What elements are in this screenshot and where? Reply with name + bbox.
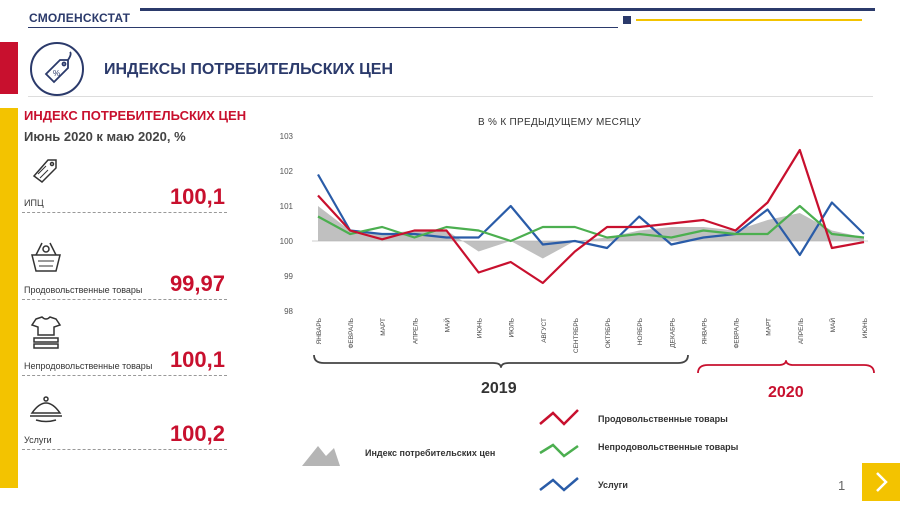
dashed-divider: [22, 212, 227, 213]
legend-label-nonfood: Непродовольственные товары: [598, 442, 739, 452]
x-tick-label: АВГУСТ: [541, 318, 548, 343]
indicator-value: 100,1: [169, 184, 225, 209]
brand-underline: [28, 27, 618, 28]
indicator-label: ИПЦ: [24, 198, 44, 208]
year-label-2020: 2020: [768, 384, 804, 401]
x-tick-label: ФЕВРАЛЬ: [734, 318, 741, 349]
x-tick-label: НОЯБРЬ: [637, 318, 644, 345]
x-tick-label: ИЮЛЬ: [509, 318, 516, 337]
x-tick-label: СЕНТЯБРЬ: [573, 318, 580, 353]
dashed-divider: [22, 299, 227, 300]
red-accent-bar: [0, 42, 18, 94]
x-tick-label: ИЮНЬ: [862, 318, 869, 338]
y-tick-label: 98: [284, 307, 293, 316]
clothes-stack-icon: [26, 313, 66, 353]
yellow-accent-bar: [0, 108, 18, 488]
y-tick-label: 103: [280, 132, 294, 141]
indicator-food: Продовольственные товары 99,97: [22, 237, 227, 300]
legend-label-cpi: Индекс потребительских цен: [365, 448, 496, 458]
series-line-food: [317, 148, 865, 285]
divider-square: [623, 16, 631, 24]
legend-label-food: Продовольственные товары: [598, 414, 728, 424]
indicator-value: 99,97: [169, 271, 225, 296]
x-tick-label: МАЙ: [828, 318, 837, 333]
chevron-right-icon: [876, 472, 888, 492]
y-tick-label: 102: [280, 167, 294, 176]
title-divider: [28, 96, 873, 97]
x-tick-label: ДЕКАБРЬ: [669, 318, 676, 348]
indicator-value: 100,1: [169, 347, 225, 372]
left-panel-title: ИНДЕКС ПОТРЕБИТЕЛЬСКИХ ЦЕН: [24, 108, 247, 123]
chart-title: В % К ПРЕДЫДУЩЕМУ МЕСЯЦУ: [478, 117, 642, 128]
next-slide-button[interactable]: [862, 463, 900, 501]
year-brace-2020: [697, 360, 875, 374]
legend-label-services: Услуги: [598, 480, 628, 490]
top-accent-line: [140, 8, 875, 11]
service-cloche-icon: [26, 387, 66, 427]
indicator-cpi: ИПЦ 100,1: [22, 150, 227, 213]
series-line-nonfood: [317, 204, 865, 243]
price-tag-icon: [26, 150, 66, 190]
grocery-basket-icon: [26, 237, 66, 277]
indicator-label: Услуги: [24, 435, 52, 445]
x-tick-label: ФЕВРАЛЬ: [348, 318, 355, 349]
x-tick-label: ОКТЯБРЬ: [605, 318, 612, 348]
legend-swatch-services: [539, 477, 579, 492]
year-brace-2019: [313, 354, 689, 368]
x-tick-label: ЯНВАРЬ: [316, 318, 323, 344]
x-tick-label: ЯНВАРЬ: [701, 318, 708, 344]
x-tick-label: МАРТ: [766, 318, 773, 336]
year-label-2019: 2019: [481, 380, 517, 397]
dashed-divider: [22, 375, 227, 376]
y-tick-label: 101: [280, 202, 294, 211]
y-tick-label: 99: [284, 272, 293, 281]
yellow-divider-line: [636, 19, 862, 21]
legend-swatch-cpi: [302, 446, 340, 466]
x-tick-label: ИЮНЬ: [477, 318, 484, 338]
x-tick-label: АПРЕЛЬ: [412, 318, 419, 344]
legend-swatch-food: [539, 409, 579, 426]
x-tick-label: МАРТ: [380, 318, 387, 336]
page-number: 1: [838, 478, 846, 493]
brand-name: СМОЛЕНСКСТАТ: [29, 11, 131, 25]
indicator-label: Непродовольственные товары: [24, 361, 153, 371]
legend-swatch-nonfood: [539, 443, 579, 458]
dashed-divider: [22, 449, 227, 450]
indicator-label: Продовольственные товары: [24, 285, 143, 295]
y-tick-label: 100: [280, 237, 294, 246]
svg-text:%: %: [53, 69, 60, 78]
price-tag-icon: %: [30, 42, 84, 96]
left-panel-subtitle: Июнь 2020 к маю 2020, %: [24, 129, 186, 144]
series-line-services: [317, 173, 865, 257]
indicator-services: Услуги 100,2: [22, 387, 227, 450]
indicator-nonfood: Непродовольственные товары 100,1: [22, 313, 227, 376]
indicator-value: 100,2: [169, 421, 225, 446]
x-tick-label: АПРЕЛЬ: [798, 318, 805, 344]
page-title: ИНДЕКСЫ ПОТРЕБИТЕЛЬСКИХ ЦЕН: [104, 61, 394, 78]
x-tick-label: МАЙ: [442, 318, 451, 333]
